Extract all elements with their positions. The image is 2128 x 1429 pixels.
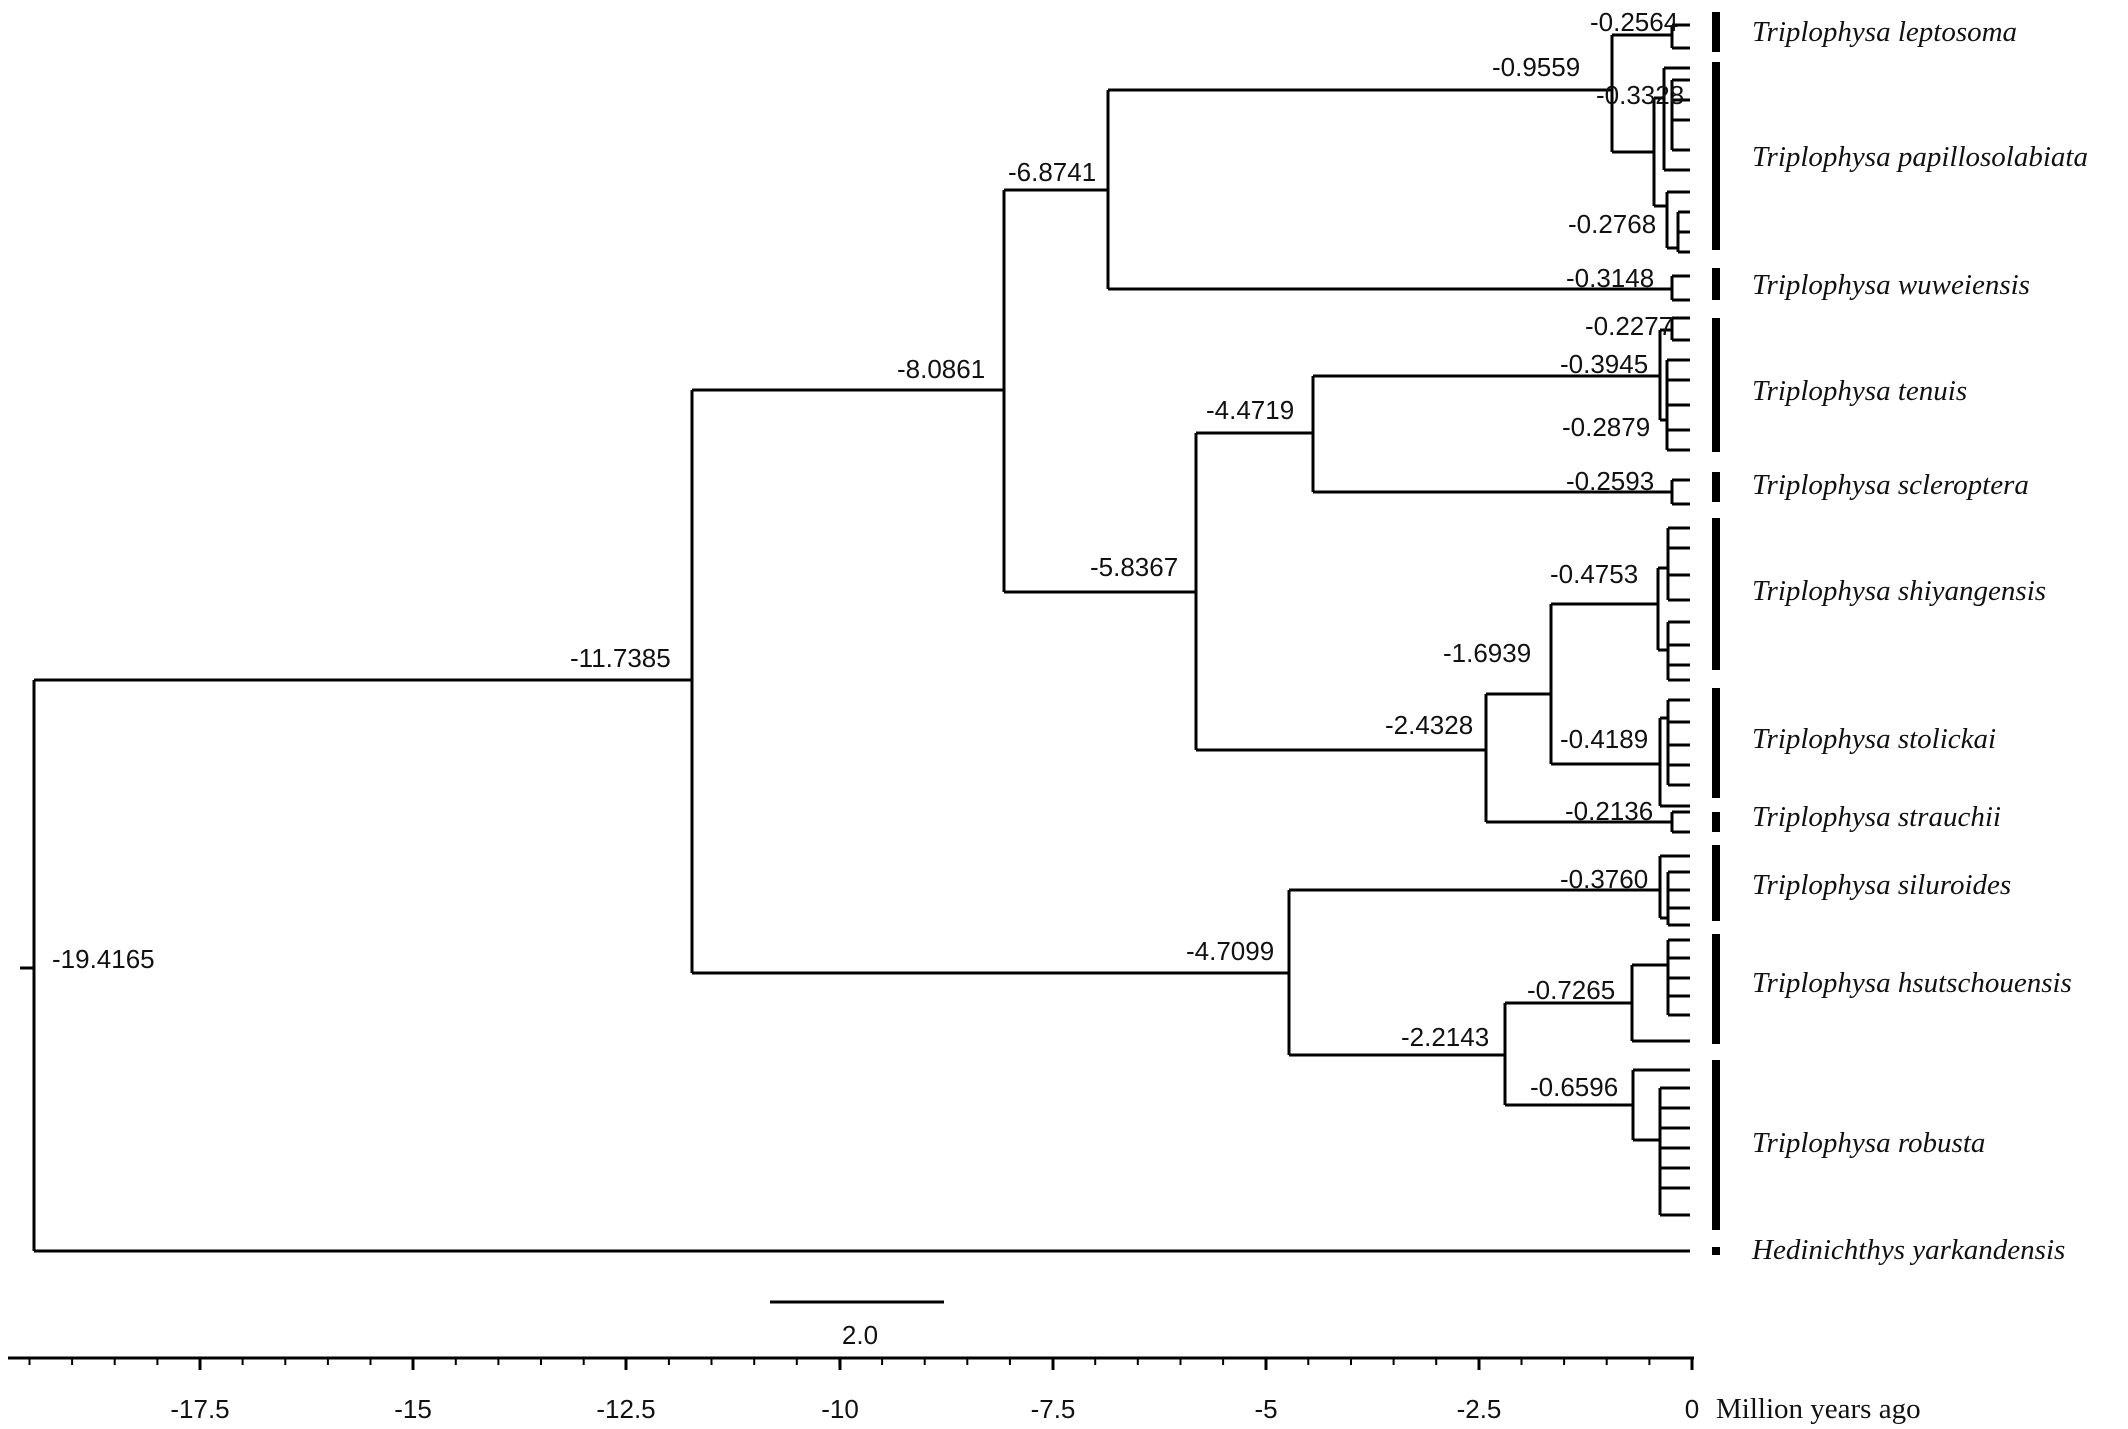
node-label-n14: -0.2593	[1566, 466, 1654, 496]
node-label-n1: -11.7385	[570, 643, 671, 673]
clade-bar-tenuis	[1712, 318, 1720, 452]
axis-tick-label: -15	[394, 1394, 432, 1424]
clade-bar-robusta	[1712, 1060, 1720, 1230]
node-label-n19: -0.2136	[1565, 796, 1653, 826]
axis-tick-label: -7.5	[1031, 1394, 1076, 1424]
node-label-n11: -0.2277	[1585, 311, 1673, 341]
axis-tick-label: -12.5	[596, 1394, 655, 1424]
clade-bar-wuweiensis	[1712, 268, 1720, 300]
node-label-n23: -0.7265	[1527, 975, 1615, 1005]
clade-bars	[1712, 12, 1720, 1255]
species-labels: Triplophysa leptosoma Triplophysa papill…	[1751, 16, 2088, 1266]
species-label-strauchii: Triplophysa strauchii	[1752, 801, 2001, 833]
species-label-wuweiensis: Triplophysa wuweiensis	[1752, 269, 2030, 301]
species-label-robusta: Triplophysa robusta	[1752, 1127, 1985, 1159]
node-label-n20: -4.7099	[1186, 936, 1274, 966]
node-label-n4: -0.9559	[1492, 52, 1580, 82]
node-labels: -19.4165 -11.7385 -8.0861 -6.8741 -0.955…	[52, 7, 1684, 1102]
axis-tick-label: -2.5	[1457, 1394, 1502, 1424]
node-label-n13: -0.2879	[1562, 412, 1650, 442]
clade-bar-siluroides	[1712, 845, 1720, 921]
node-label-n15: -2.4328	[1385, 710, 1473, 740]
axis-tick-label: 0	[1685, 1394, 1699, 1424]
species-label-leptosoma: Triplophysa leptosoma	[1752, 16, 2017, 48]
species-label-stolickai: Triplophysa stolickai	[1752, 723, 1996, 755]
species-label-siluroides: Triplophysa siluroides	[1752, 869, 2011, 901]
scale-bar: 2.0	[770, 1300, 944, 1350]
clade-bar-scleroptera	[1712, 472, 1720, 502]
clade-bar-papillosolabiata	[1712, 62, 1720, 250]
node-label-n3: -6.8741	[1008, 157, 1096, 187]
node-label-root: -19.4165	[52, 944, 155, 974]
node-label-n2: -8.0861	[897, 354, 985, 384]
node-label-n12: -0.3945	[1560, 349, 1648, 379]
node-label-n5: -0.2564	[1590, 7, 1678, 37]
clade-bar-hsutschouensis	[1712, 934, 1720, 1044]
tree-branches	[20, 23, 1690, 1253]
node-label-n6: -0.3328	[1596, 80, 1684, 110]
scale-bar-label: 2.0	[842, 1320, 878, 1350]
node-label-n16: -1.6939	[1443, 638, 1531, 668]
axis-unit-label: Million years ago	[1716, 1393, 1921, 1425]
species-label-hsutschouensis: Triplophysa hsutschouensis	[1752, 967, 2072, 999]
node-label-n8: -0.3148	[1566, 263, 1654, 293]
species-label-papillosolabiata: Triplophysa papillosolabiata	[1752, 141, 2088, 173]
species-label-tenuis: Triplophysa tenuis	[1752, 375, 1967, 407]
clade-bar-leptosoma	[1712, 12, 1720, 52]
axis-tick-label: -5	[1254, 1394, 1277, 1424]
clade-bar-yarkandensis	[1712, 1247, 1720, 1255]
node-label-n21: -0.3760	[1560, 864, 1648, 894]
node-label-n18: -0.4189	[1560, 724, 1648, 754]
node-label-n17: -0.4753	[1550, 559, 1638, 589]
node-label-n24: -0.6596	[1530, 1072, 1618, 1102]
time-axis: -17.5 -15 -12.5 -10 -7.5 -5 -2.5 0 Milli…	[8, 1356, 1921, 1425]
axis-tick-label: -17.5	[170, 1394, 229, 1424]
clade-bar-shiyangensis	[1712, 518, 1720, 670]
clade-bar-strauchii	[1712, 812, 1720, 832]
species-label-shiyangensis: Triplophysa shiyangensis	[1752, 575, 2046, 607]
clade-bar-stolickai	[1712, 688, 1720, 798]
species-label-scleroptera: Triplophysa scleroptera	[1752, 469, 2029, 501]
node-label-n7: -0.2768	[1568, 209, 1656, 239]
node-label-n22: -2.2143	[1401, 1022, 1489, 1052]
axis-tick-label: -10	[821, 1394, 859, 1424]
node-label-n9: -5.8367	[1090, 552, 1178, 582]
species-label-yarkandensis: Hedinichthys yarkandensis	[1751, 1234, 2065, 1266]
node-label-n10: -4.4719	[1206, 395, 1294, 425]
